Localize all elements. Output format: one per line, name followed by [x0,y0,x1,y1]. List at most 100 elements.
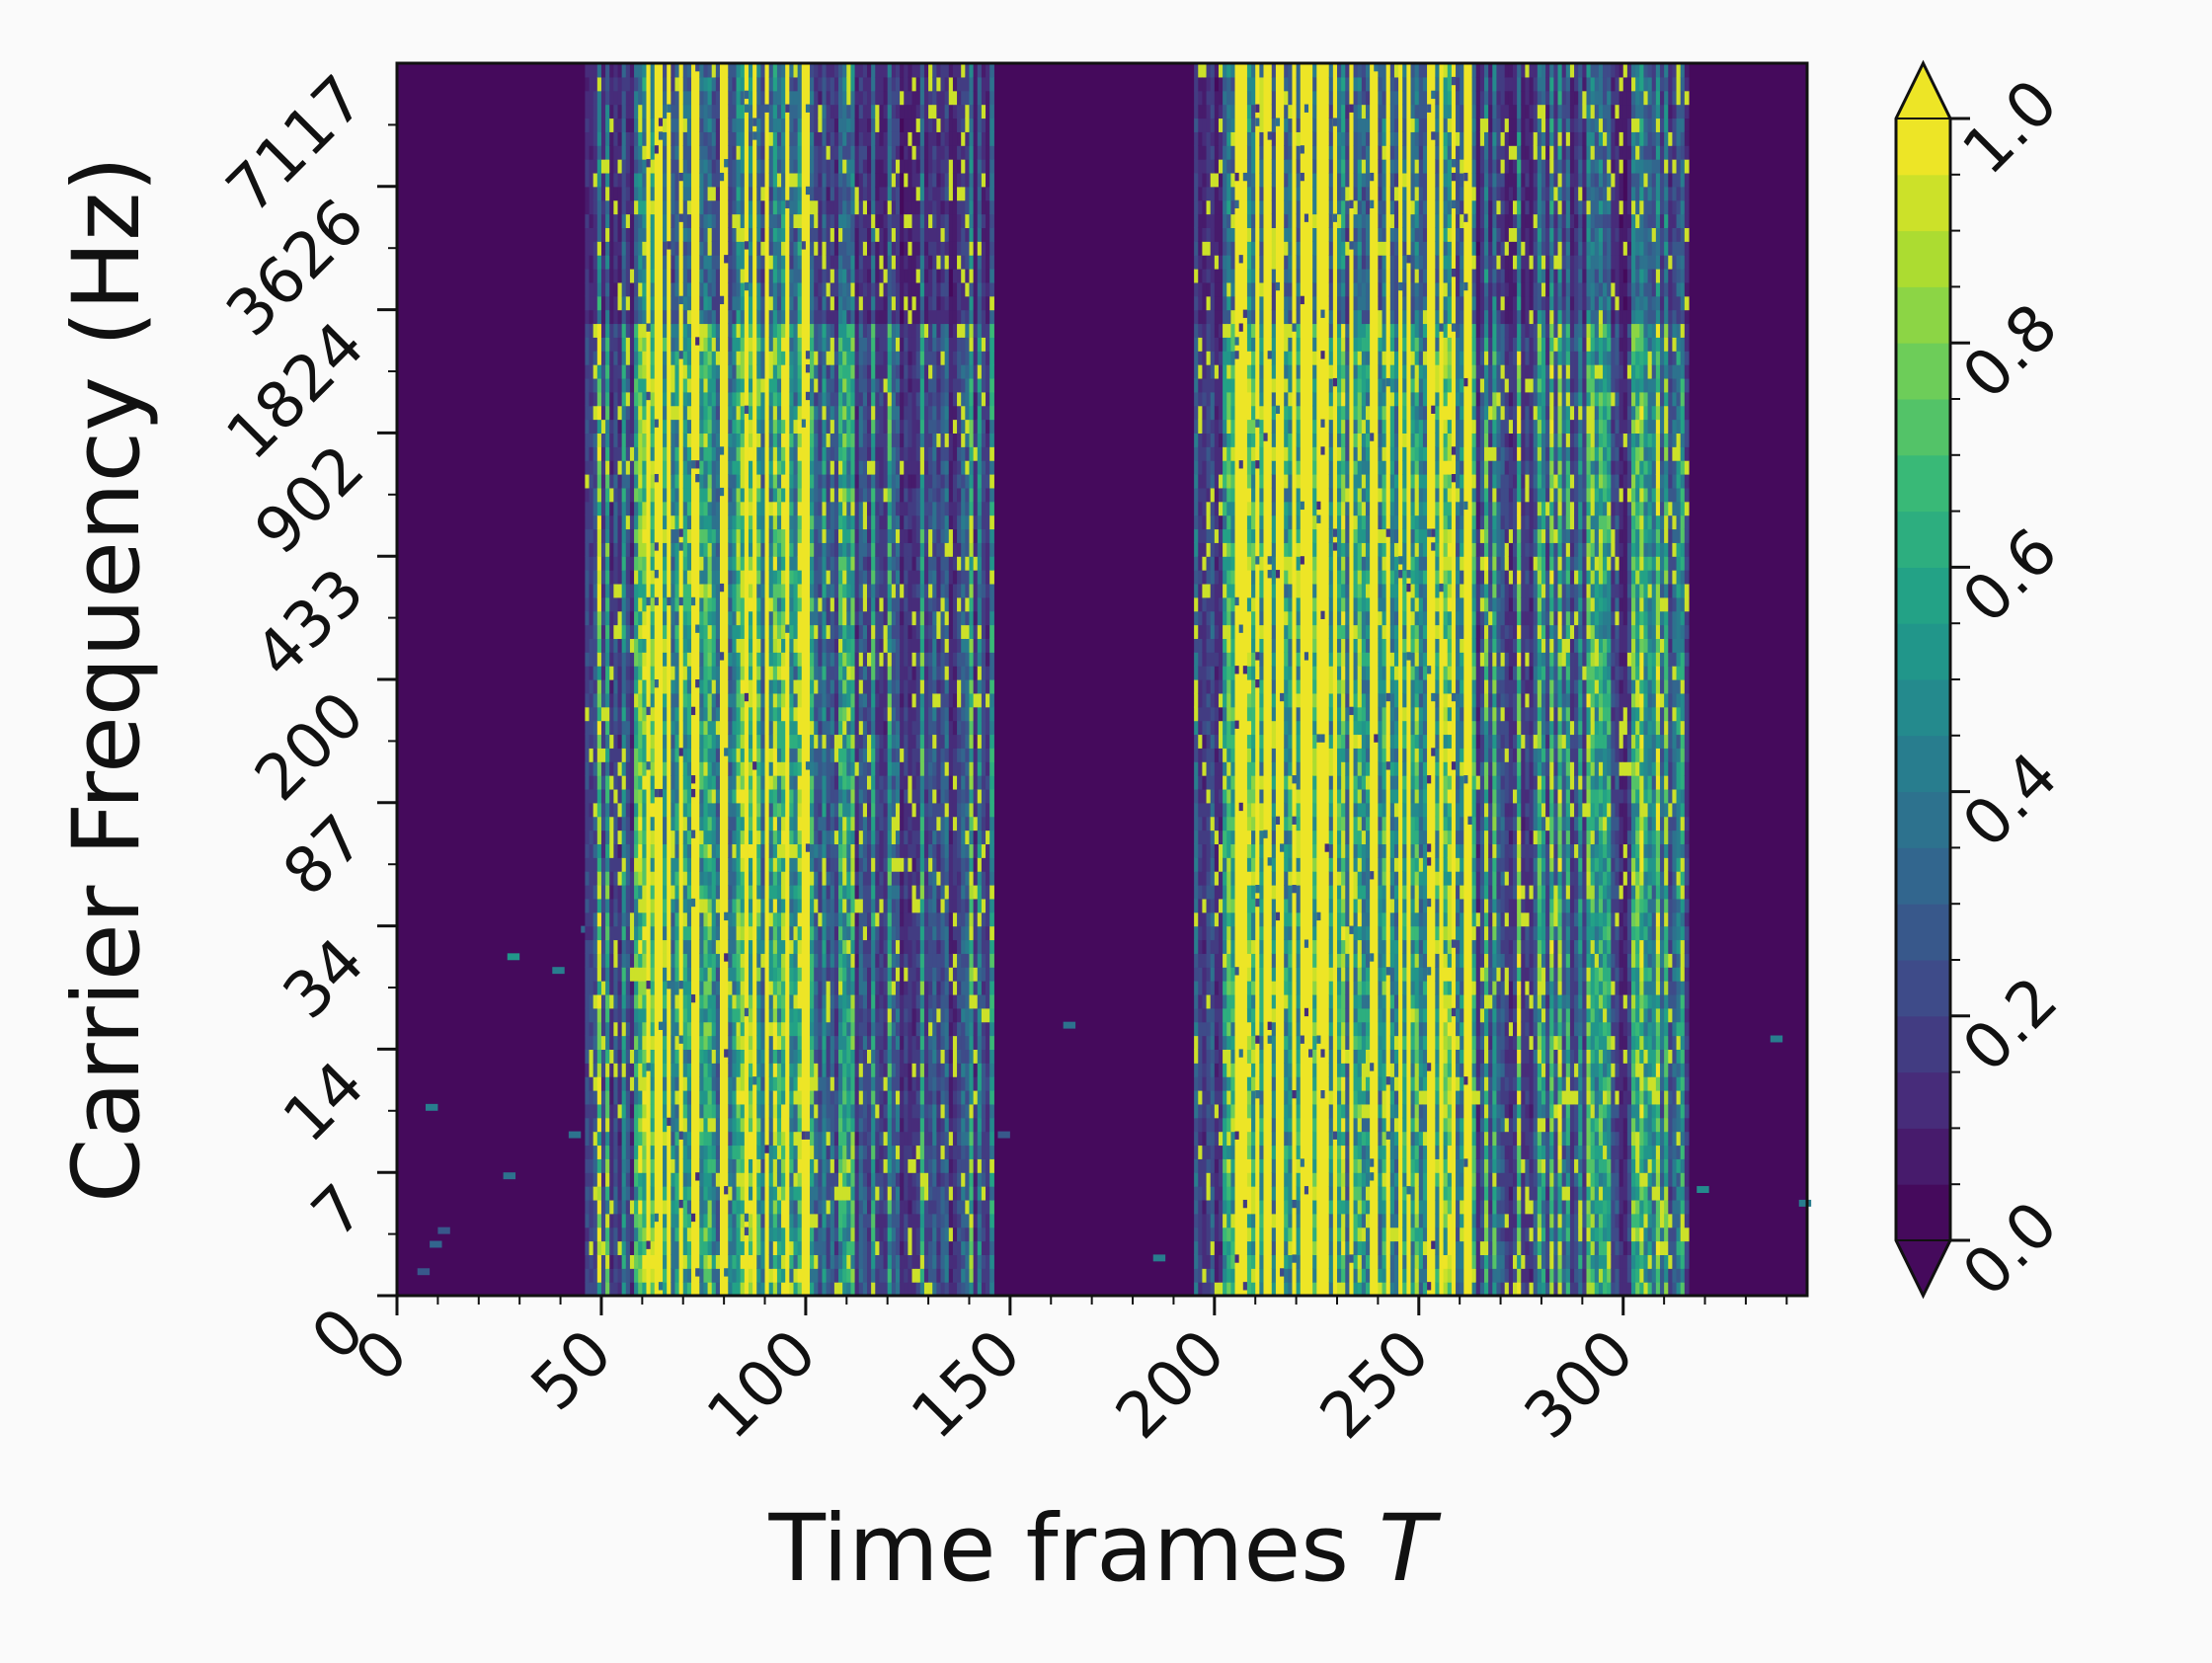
heatmap-cell [613,775,619,790]
heatmap-cell [826,269,831,283]
heatmap-cell [600,255,606,270]
heatmap-cell [854,652,860,667]
heatmap-cell [838,515,843,530]
heatmap-cell [850,761,856,776]
heatmap-cell [760,1021,766,1037]
heatmap-cell [617,172,623,188]
heatmap-cell [600,981,606,995]
heatmap-cell [629,843,635,858]
heatmap-cell [625,269,631,283]
heatmap-cell [822,1090,828,1105]
heatmap-cell [818,419,824,434]
heatmap-cell [589,1021,594,1037]
heatmap-cell [810,748,815,762]
heatmap-cell [682,788,688,804]
heatmap-cell [748,351,753,365]
heatmap-cell [797,1240,803,1255]
heatmap-cell [772,911,778,927]
heatmap-cell [862,925,868,941]
heatmap-cell [642,734,648,749]
heatmap-cell [613,199,619,215]
heatmap-cell [650,433,656,447]
heatmap-cell [826,281,831,297]
heatmap-cell [613,748,619,762]
heatmap-cell [822,734,828,749]
heatmap-cell [585,1063,591,1077]
heatmap-cell [600,570,606,585]
heatmap-cell [776,775,782,790]
heatmap-cell [596,1282,602,1297]
heatmap-cell [740,1103,746,1119]
heatmap-cell [862,309,868,325]
heatmap-cell [629,337,635,352]
heatmap-cell [600,460,606,475]
heatmap-cell [609,172,614,188]
heatmap-cell [613,570,619,585]
heatmap-cell [740,172,746,188]
heatmap-cell [814,1035,819,1050]
heatmap-cell [818,1145,824,1159]
heatmap-cell [621,295,627,311]
heatmap-cell [822,802,828,818]
heatmap-cell [768,76,774,92]
heatmap-cell [686,1049,692,1064]
heatmap-cell [629,981,635,995]
heatmap-cell [703,775,709,790]
heatmap-cell [589,925,594,941]
heatmap-cell [810,460,815,475]
heatmap-cell [621,610,627,626]
heatmap-cell [842,1131,847,1147]
heatmap-cell [830,377,835,393]
heatmap-cell [850,309,856,325]
heatmap-cell [838,939,843,954]
heatmap-cell [793,131,799,146]
heatmap-cell [810,830,815,844]
heatmap-cell [650,775,656,790]
heatmap-cell [621,638,627,653]
heatmap-cell [609,1021,614,1037]
heatmap-cell [699,939,705,954]
heatmap-cell [715,1007,721,1023]
heatmap-cell [585,172,591,188]
heatmap-cell [642,364,648,379]
heatmap-cell [715,830,721,844]
heatmap-cell [744,1007,750,1017]
heatmap-cell [854,1268,860,1283]
heatmap-cell [682,474,688,489]
heatmap-cell [617,1103,623,1119]
heatmap-cell [707,118,713,132]
heatmap-cell [629,1282,635,1297]
heatmap-cell [674,843,680,858]
heatmap-cell [793,981,799,995]
heatmap-cell [826,1254,831,1269]
heatmap-cell [826,596,831,612]
heatmap-cell [592,857,598,872]
heatmap-cell [793,241,799,256]
heatmap-cell [797,734,803,749]
heatmap-cell [818,802,824,818]
heatmap-cell [686,323,692,338]
heatmap-cell [674,898,680,913]
heatmap-cell [589,213,594,228]
heatmap-cell [814,1158,819,1173]
heatmap-cell [621,748,627,762]
heatmap-cell [854,364,860,379]
heatmap-cell [833,309,839,325]
heatmap-cell [728,542,734,557]
heatmap-cell [830,885,835,900]
heatmap-cell [592,501,598,516]
heatmap-cell [642,76,648,92]
heatmap-cell [842,1282,847,1297]
heatmap-cell [846,1007,852,1023]
heatmap-cell [589,583,594,598]
heatmap-cell [674,692,680,708]
heatmap-cell [629,542,635,557]
heatmap-cell [621,898,627,913]
heatmap-cell [699,528,705,543]
heatmap-cell [600,706,606,722]
heatmap-cell [732,556,738,571]
heatmap-cell [789,843,795,858]
heatmap-cell [707,692,713,708]
heatmap-cell [772,1117,778,1133]
heatmap-cell [617,570,623,585]
